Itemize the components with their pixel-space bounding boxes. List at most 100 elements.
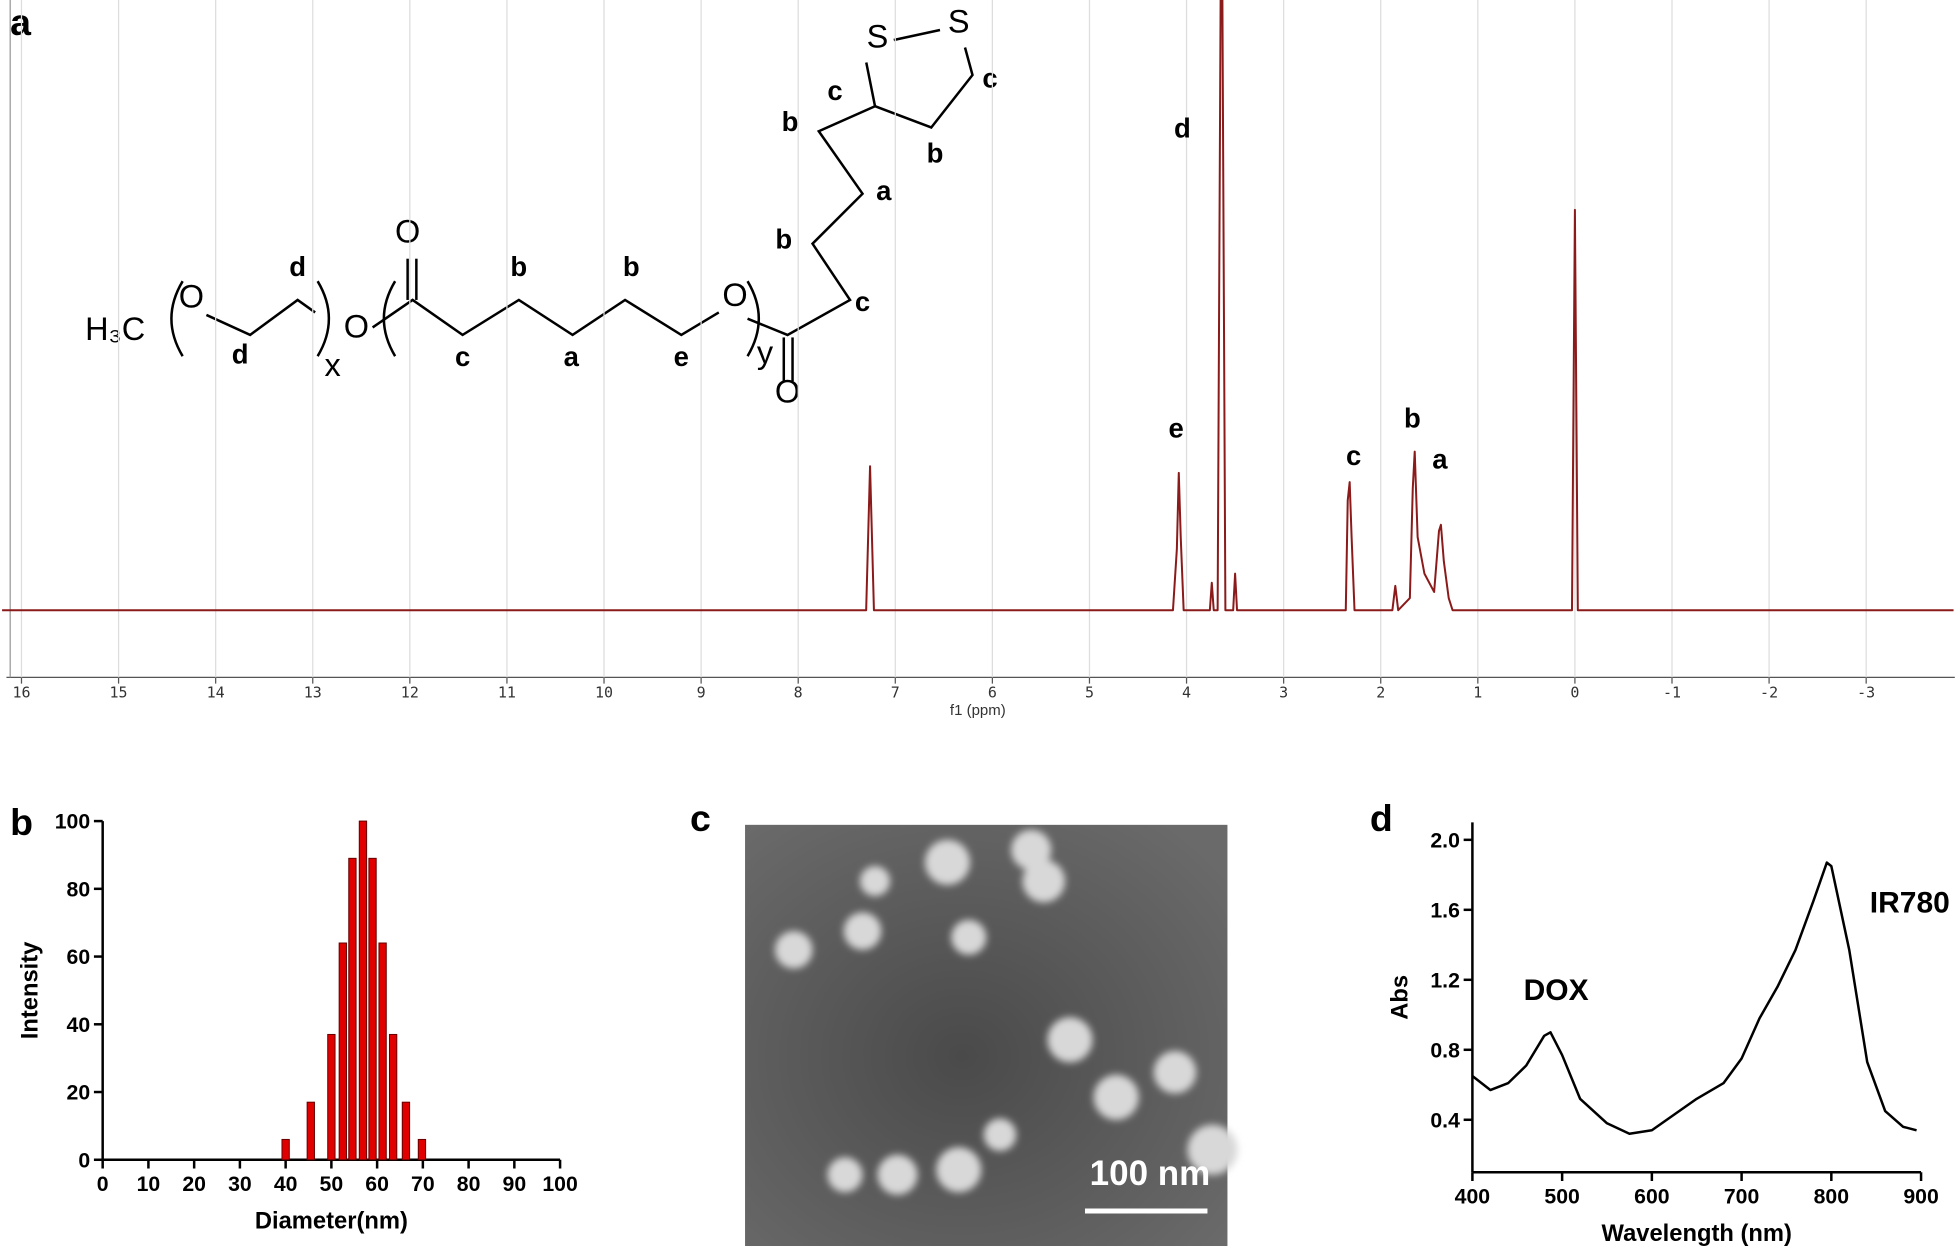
x-tick-label: -2: [1760, 683, 1778, 701]
structure-label: d: [289, 251, 306, 282]
structure-label: c: [455, 341, 470, 372]
x-tick-label: 40: [274, 1172, 298, 1196]
x-tick-label: 90: [503, 1172, 527, 1196]
y-axis-label: Abs: [1387, 975, 1413, 1020]
x-tick-label: 3: [1279, 683, 1288, 701]
x-tick-label: 2: [1376, 683, 1385, 701]
structure-label: a: [564, 341, 580, 372]
bar: [401, 1101, 411, 1161]
x-tick-label: 700: [1724, 1185, 1759, 1209]
x-tick-label: 0: [1570, 683, 1579, 701]
x-tick-label: -1: [1663, 683, 1681, 701]
x-tick-label: 50: [320, 1172, 344, 1196]
annotation: DOX: [1524, 974, 1589, 1007]
annotation: d: [1174, 112, 1191, 143]
x-tick-label: 10: [137, 1172, 161, 1196]
x-tick-label: 9: [697, 683, 706, 701]
data-line: [2, 0, 1954, 612]
y-tick-label: 60: [67, 945, 91, 969]
bar: [327, 1033, 336, 1161]
x-tick-label: 6: [988, 683, 997, 701]
bar: [368, 857, 377, 1161]
x-tick-label: 500: [1544, 1185, 1579, 1209]
x-tick-label: 800: [1814, 1185, 1849, 1209]
chemical-structure: [170, 28, 974, 382]
structure-label: b: [782, 106, 799, 137]
structure-label: c: [855, 286, 870, 317]
structure-label: b: [775, 224, 792, 255]
structure-label: O: [775, 373, 800, 409]
bar: [358, 820, 368, 1161]
x-tick-label: 13: [304, 683, 322, 701]
x-tick-label: 15: [110, 683, 128, 701]
annotation: c: [1346, 440, 1361, 471]
y-tick-label: 0.4: [1430, 1108, 1460, 1132]
y-tick-label: 100: [55, 810, 90, 834]
x-tick-label: 100: [542, 1172, 577, 1196]
x-tick-label: 400: [1455, 1185, 1490, 1209]
panel-label: d: [1370, 797, 1393, 839]
x-tick-label: -3: [1857, 683, 1875, 701]
y-tick-label: 40: [67, 1013, 91, 1037]
bar: [378, 942, 387, 1161]
data-line: [1471, 861, 1917, 1136]
structure-label: H₃C: [85, 311, 145, 347]
x-tick-label: 8: [794, 683, 803, 701]
y-tick-label: 0: [78, 1148, 90, 1172]
x-tick-label: 600: [1634, 1185, 1669, 1209]
bar: [306, 1101, 315, 1161]
x-tick-label: 80: [457, 1172, 481, 1196]
x-tick-label: 10: [595, 683, 613, 701]
y-tick-label: 2.0: [1430, 828, 1460, 852]
y-tick-label: 80: [67, 877, 91, 901]
structure-label: c: [827, 75, 842, 106]
structure-label: S: [867, 18, 889, 54]
structure-label: b: [927, 137, 944, 168]
bar: [388, 1033, 398, 1161]
x-tick-label: 4: [1182, 683, 1191, 701]
x-tick-label: 5: [1085, 683, 1094, 701]
annotation: IR780: [1870, 886, 1950, 919]
y-tick-label: 1.2: [1430, 968, 1460, 992]
x-tick-label: 60: [365, 1172, 389, 1196]
x-axis-label: Wavelength (nm): [1602, 1221, 1792, 1247]
x-tick-label: 900: [1903, 1185, 1938, 1209]
panel-label: b: [10, 801, 33, 843]
scale-bar-label: 100 nm: [1090, 1154, 1211, 1193]
structure-label: O: [179, 278, 204, 314]
x-tick-label: 14: [207, 683, 225, 701]
x-tick-label: 16: [12, 683, 30, 701]
y-axis-label: Intensity: [18, 941, 44, 1039]
x-tick-label: 0: [97, 1172, 109, 1196]
structure-label: b: [510, 251, 527, 282]
bar: [417, 1138, 427, 1161]
panel-label: c: [690, 797, 711, 839]
x-tick-label: 11: [498, 683, 516, 701]
x-tick-label: 12: [401, 683, 419, 701]
x-axis-label: Diameter(nm): [255, 1209, 408, 1235]
bar: [281, 1138, 290, 1161]
bar: [338, 942, 347, 1161]
bar: [348, 857, 357, 1161]
structure-label: a: [876, 175, 892, 206]
x-tick-label: 70: [411, 1172, 435, 1196]
x-tick-label: 20: [182, 1172, 206, 1196]
structure-label: S: [948, 3, 970, 39]
x-tick-label: 30: [228, 1172, 252, 1196]
annotation: b: [1404, 402, 1421, 433]
structure-label: e: [674, 341, 689, 372]
structure-label: y: [757, 335, 774, 371]
annotation: e: [1169, 412, 1184, 443]
y-tick-label: 1.6: [1430, 898, 1460, 922]
structure-label: O: [344, 308, 369, 344]
structure-label: O: [722, 277, 747, 313]
structure-label: b: [623, 251, 640, 282]
y-tick-label: 0.8: [1430, 1038, 1460, 1062]
structure-label: c: [982, 62, 997, 93]
structure-label: O: [395, 213, 420, 249]
structure-label: x: [325, 347, 341, 383]
tem-image: [745, 824, 1238, 1247]
y-tick-label: 20: [67, 1081, 91, 1105]
annotation: a: [1432, 444, 1448, 475]
